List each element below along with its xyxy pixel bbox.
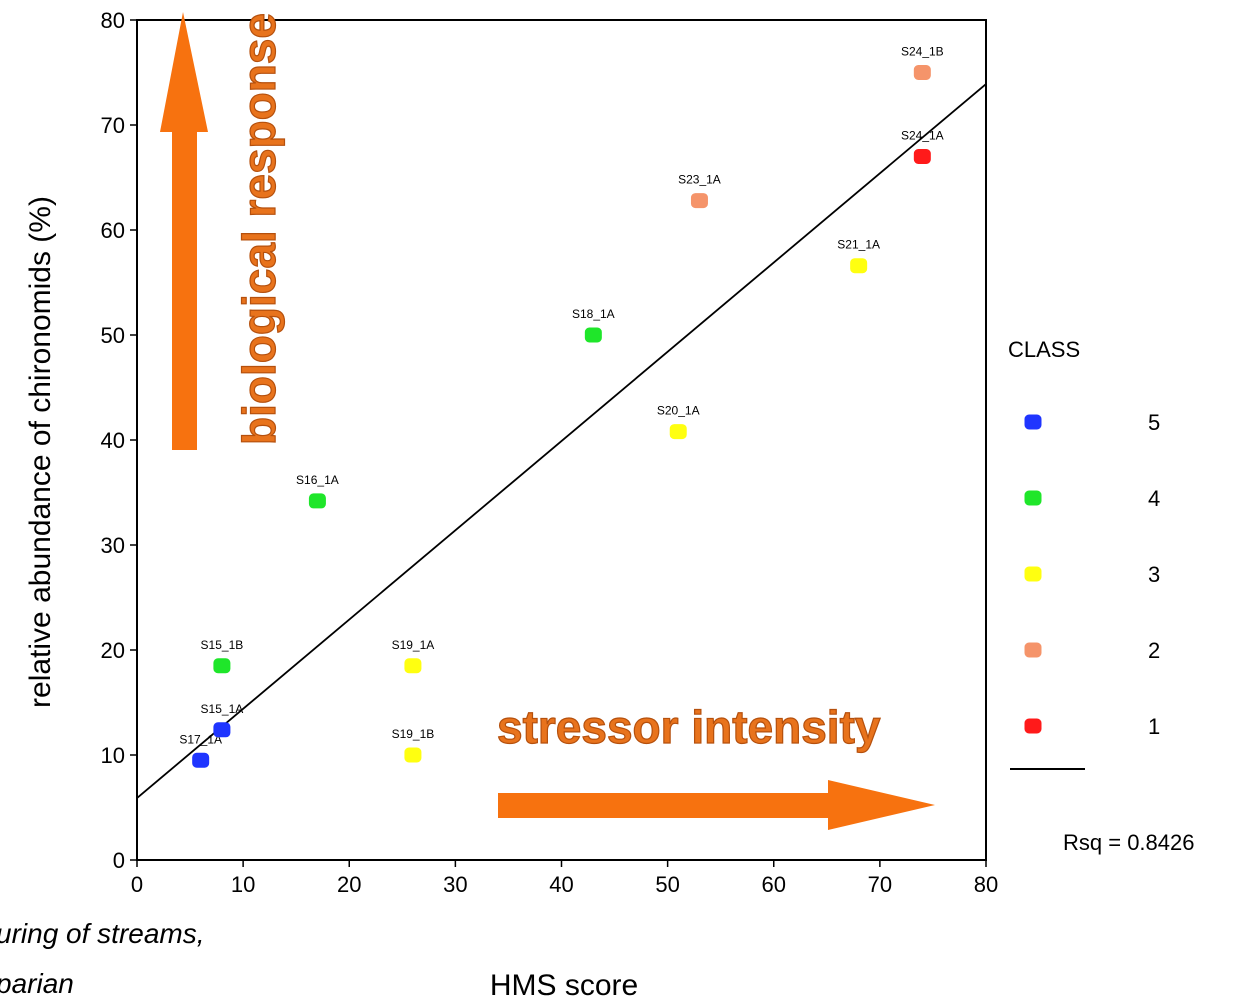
- point-label: S19_1B: [392, 727, 435, 741]
- data-point: [213, 722, 231, 738]
- point-label: S20_1A: [657, 404, 700, 418]
- x-tick-label: 20: [337, 872, 361, 897]
- y-tick-label: 0: [113, 848, 125, 873]
- y-axis-label: relative abundance of chironomids (%): [24, 196, 57, 708]
- data-point: [690, 193, 708, 209]
- right-arrow-icon: [498, 780, 935, 830]
- cut-off-text-line-2: parian: [0, 968, 74, 999]
- data-point: [850, 258, 868, 274]
- data-point: [192, 752, 210, 768]
- stressor-intensity-label: stressor intensity: [497, 701, 881, 753]
- point-label: S17_1A: [179, 732, 222, 746]
- legend-label: 1: [1148, 714, 1160, 739]
- y-tick-label: 50: [101, 323, 125, 348]
- legend-swatch: [1024, 490, 1042, 506]
- point-label: S23_1A: [678, 173, 721, 187]
- y-tick-label: 20: [101, 638, 125, 663]
- data-point: [584, 327, 602, 343]
- y-tick-label: 10: [101, 743, 125, 768]
- data-point: [308, 493, 326, 509]
- point-label: S21_1A: [837, 238, 880, 252]
- x-tick-label: 10: [231, 872, 255, 897]
- fit-line: [136, 83, 987, 799]
- y-tick-label: 70: [101, 113, 125, 138]
- point-label: S15_1A: [201, 702, 244, 716]
- y-tick-label: 40: [101, 428, 125, 453]
- x-axis-label: HMS score: [490, 969, 638, 1002]
- data-points: S17_1A S15_1A S15_1B S16_1A S18_1A S19_1A S19_…: [179, 45, 944, 768]
- annotations: biological response stressor intensity: [160, 12, 935, 830]
- point-label: S24_1A: [901, 129, 944, 143]
- y-tick-label: 60: [101, 218, 125, 243]
- legend-label: 3: [1148, 562, 1160, 587]
- x-tick-label: 60: [762, 872, 786, 897]
- point-label: S15_1B: [201, 638, 244, 652]
- biological-response-label: biological response: [233, 13, 285, 445]
- x-tick-label: 40: [549, 872, 573, 897]
- axes: 0 10 20 30 40 50 60 70 80 0 10 20 30 40 50 60 70 80: [101, 8, 999, 897]
- up-arrow-icon: [160, 12, 208, 450]
- x-tick-label: 0: [131, 872, 143, 897]
- point-label: S18_1A: [572, 307, 615, 321]
- legend: CLASS 5 4 3 2 1 Rsq = 0.8426: [1008, 337, 1194, 855]
- y-tick-label: 30: [101, 533, 125, 558]
- rsq-label: Rsq = 0.8426: [1063, 830, 1194, 855]
- data-point: [404, 658, 422, 674]
- cut-off-text-line-1: uring of streams,: [0, 918, 205, 949]
- legend-label: 2: [1148, 638, 1160, 663]
- point-label: S16_1A: [296, 473, 339, 487]
- legend-title: CLASS: [1008, 337, 1080, 362]
- data-point: [669, 424, 687, 440]
- data-point: [213, 658, 231, 674]
- data-point: [404, 747, 422, 763]
- data-point: [913, 149, 931, 164]
- regression-line: [136, 83, 987, 799]
- legend-swatch: [1024, 414, 1042, 430]
- data-point: [913, 65, 931, 80]
- legend-label: 4: [1148, 486, 1160, 511]
- point-label: S24_1B: [901, 45, 944, 59]
- x-tick-label: 50: [655, 872, 679, 897]
- point-label: S19_1A: [392, 638, 435, 652]
- legend-swatch: [1024, 718, 1042, 734]
- x-tick-label: 70: [868, 872, 892, 897]
- legend-swatch: [1024, 566, 1042, 582]
- legend-label: 5: [1148, 410, 1160, 435]
- legend-swatch: [1024, 642, 1042, 658]
- x-tick-label: 30: [443, 872, 467, 897]
- y-tick-label: 80: [101, 8, 125, 33]
- x-tick-label: 80: [974, 872, 998, 897]
